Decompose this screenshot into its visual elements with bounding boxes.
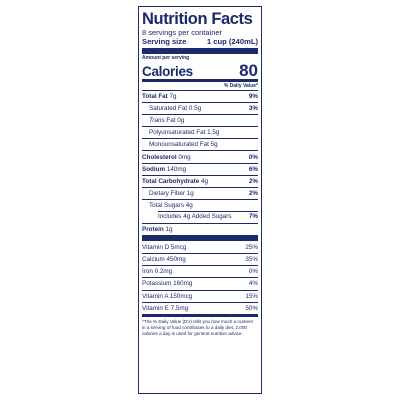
vitamin-name: Iron 0.2mg [142, 268, 173, 276]
nutrient-row-cholesterol: Cholesterol 0mg 0% [142, 150, 258, 162]
amount-per-serving: Amount per serving [142, 55, 190, 61]
vitamin-dv: 50% [245, 304, 258, 312]
nutrient-name: Total Fat [142, 93, 168, 101]
nutrient-row-trans-fat: Trans Fat 0g [142, 114, 258, 126]
nutrient-dv: 7% [248, 213, 258, 221]
servings-per-container: 8 servings per container [142, 28, 223, 37]
vitamin-name: Potassium 160mg [142, 280, 193, 288]
daily-value-header: % Daily Value* [223, 83, 258, 89]
medium-divider [142, 79, 258, 82]
nutrient-row-added-sugars: Includes 4g Added Sugars 7% [142, 210, 258, 223]
vitamin-list: Vitamin D 5mcg 25% Calcium 450mg 35% Iro… [142, 241, 258, 314]
nutrient-dv: 9% [248, 93, 258, 101]
nutrient-name: Includes 4g Added Sugars [158, 213, 232, 221]
nutrient-amount: 1g [165, 226, 173, 234]
nutrient-row-protein: Protein 1g [142, 223, 258, 235]
thick-divider [142, 235, 258, 242]
nutrient-name: Total Sugars 4g [149, 201, 193, 209]
nutrient-name: Monounsaturated Fat 5g [149, 141, 218, 149]
nutrient-dv: 0% [248, 153, 258, 161]
vitamin-row: Iron 0.2mg 0% [142, 265, 258, 277]
nutrient-name: Total Carbohydrate [142, 177, 200, 185]
nutrient-amount: 7g [169, 93, 177, 101]
thick-divider [142, 48, 258, 54]
nutrition-facts-label: Nutrition Facts 8 servings per container… [138, 6, 262, 394]
footnote-line: in a serving of food contributes to a da… [142, 324, 247, 330]
vitamin-dv: 0% [248, 268, 258, 276]
nutrient-row-saturated-fat: Saturated Fat 0.5g 3% [142, 102, 258, 114]
vitamin-row: Vitamin A 150mcg 15% [142, 289, 258, 302]
vitamin-name: Vitamin A 150mcg [142, 292, 193, 300]
nutrient-name: Dietary Fiber 1g [149, 189, 194, 197]
vitamin-row: Vitamin E 7.5mg 50% [142, 301, 258, 314]
nutrient-name: Polyunsaturated Fat 1.5g [149, 129, 220, 137]
nutrient-dv: 3% [248, 105, 258, 113]
calories-label: Calories [142, 64, 193, 79]
daily-value-footnote: *The % Daily Value (DV) tells you how mu… [142, 317, 258, 337]
nutrient-name: Cholesterol [142, 153, 177, 161]
nutrient-name-rest: Fat 0g [164, 117, 185, 125]
nutrient-row-total-sugars: Total Sugars 4g [142, 198, 258, 211]
nutrient-amount: 4g [201, 177, 209, 185]
nutrient-row-dietary-fiber: Dietary Fiber 1g 2% [142, 186, 258, 199]
serving-size-label: Serving size [142, 37, 187, 46]
vitamin-dv: 15% [245, 292, 258, 300]
vitamin-dv: 25% [245, 243, 258, 251]
serving-size-row: Serving size 1 cup (240mL) [142, 37, 258, 47]
vitamin-dv: 35% [245, 256, 258, 264]
nutrient-amount: 140mg [166, 165, 187, 173]
calories-value: 80 [239, 61, 258, 80]
vitamin-row: Potassium 160mg 4% [142, 277, 258, 289]
footnote-line: *The % Daily Value (DV) tells you how mu… [142, 318, 253, 324]
serving-size-value: 1 cup (240mL) [206, 37, 258, 46]
nutrient-name: Saturated Fat 0.5g [149, 105, 202, 113]
nutrient-dv: 6% [248, 165, 258, 173]
calories-row: Calories 80 [142, 61, 258, 80]
nutrient-dv: 2% [248, 189, 258, 197]
nutrient-name-italic: Trans [149, 117, 165, 125]
nutrient-name: Sodium [142, 165, 166, 173]
medium-divider [142, 313, 258, 317]
footnote-line: calories a day is used for general nutri… [142, 330, 243, 336]
nutrient-row-monounsaturated-fat: Monounsaturated Fat 5g [142, 138, 258, 150]
vitamin-name: Vitamin E 7.5mg [142, 304, 189, 312]
nutrient-amount: 0mg [178, 153, 191, 161]
nutrient-row-polyunsaturated-fat: Polyunsaturated Fat 1.5g [142, 126, 258, 138]
nutrient-dv: 2% [248, 177, 258, 185]
nutrient-row-total-carbohydrate: Total Carbohydrate 4g 2% [142, 174, 258, 187]
vitamin-dv: 4% [248, 280, 258, 288]
nutrient-name: Protein [142, 226, 164, 234]
nutrient-row-sodium: Sodium 140mg 6% [142, 162, 258, 175]
vitamin-name: Calcium 450mg [142, 256, 186, 264]
vitamin-name: Vitamin D 5mcg [142, 243, 187, 251]
vitamin-row: Calcium 450mg 35% [142, 253, 258, 265]
nutrient-row-total-fat: Total Fat 7g 9% [142, 90, 258, 102]
vitamin-row: Vitamin D 5mcg 25% [142, 241, 258, 253]
label-title: Nutrition Facts [142, 10, 253, 28]
